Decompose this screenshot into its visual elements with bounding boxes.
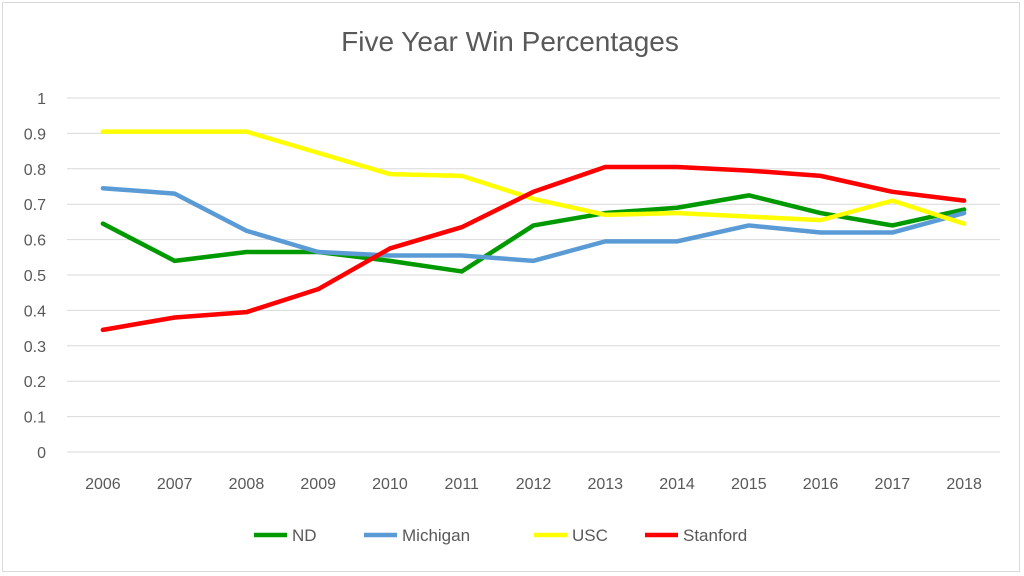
y-tick-label: 0.7 xyxy=(24,197,46,214)
legend-label-usc: USC xyxy=(572,526,608,545)
y-tick-label: 0.8 xyxy=(24,162,46,179)
x-tick-label: 2015 xyxy=(731,476,767,493)
series-line-michigan xyxy=(100,186,967,264)
x-tick-label: 2012 xyxy=(516,476,552,493)
y-tick-label: 0 xyxy=(37,445,46,462)
y-tick-label: 0.3 xyxy=(24,339,46,356)
legend-label-nd: ND xyxy=(292,526,317,545)
x-tick-label: 2016 xyxy=(803,476,839,493)
x-tick-label: 2013 xyxy=(587,476,623,493)
y-tick-label: 0.4 xyxy=(24,303,46,320)
x-tick-labels: 2006 2007 2008 2009 2010 2011 2012 2013 2014 2015… xyxy=(85,476,982,493)
x-tick-label: 2008 xyxy=(229,476,265,493)
x-tick-label: 2011 xyxy=(445,476,480,493)
x-tick-label: 2010 xyxy=(372,476,408,493)
x-tick-label: 2009 xyxy=(300,476,336,493)
y-tick-label: 1 xyxy=(37,91,46,108)
legend-label-michigan: Michigan xyxy=(402,526,470,545)
chart-title: Five Year Win Percentages xyxy=(341,26,679,57)
x-tick-label: 2018 xyxy=(946,476,982,493)
y-tick-labels: 0 0.1 0.2 0.3 0.4 0.5 0.6 0.7 0.8 0.9 1 xyxy=(24,91,46,462)
legend: ND Michigan USC Stanford xyxy=(254,526,747,545)
legend-label-stanford: Stanford xyxy=(683,526,747,545)
y-tick-label: 0.5 xyxy=(24,268,46,285)
y-tick-label: 0.9 xyxy=(24,126,46,143)
series-line-stanford xyxy=(100,164,967,333)
gridlines xyxy=(67,97,1000,453)
x-tick-label: 2007 xyxy=(157,476,193,493)
series-line-nd xyxy=(100,193,967,274)
y-tick-label: 0.2 xyxy=(24,374,46,391)
y-tick-label: 0.6 xyxy=(24,233,46,250)
x-tick-label: 2006 xyxy=(85,476,121,493)
series-lines xyxy=(100,129,967,333)
y-tick-label: 0.1 xyxy=(24,410,46,427)
x-tick-label: 2014 xyxy=(659,476,695,493)
x-tick-label: 2017 xyxy=(875,476,911,493)
series-line-usc xyxy=(100,129,967,226)
